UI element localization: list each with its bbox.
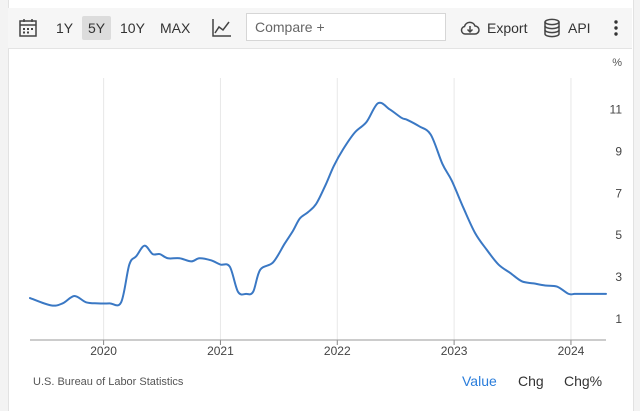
range-10y-button[interactable]: 10Y: [120, 20, 145, 36]
x-tick-label: 2022: [324, 344, 351, 358]
x-tick-label: 2021: [207, 344, 234, 358]
database-icon[interactable]: [540, 16, 564, 40]
x-tick-label: 2023: [441, 344, 468, 358]
y-tick-label: 3: [615, 270, 622, 284]
x-tick-label: 2024: [558, 344, 585, 358]
tab-chg-percent[interactable]: Chg%: [564, 373, 603, 389]
cloud-download-icon[interactable]: [458, 16, 482, 40]
chart-grid: [103, 78, 572, 340]
calendar-icon[interactable]: [16, 16, 40, 40]
chart-panel: [8, 0, 634, 411]
y-axis-unit-label: %: [612, 57, 622, 69]
more-options-icon[interactable]: [604, 16, 628, 40]
range-5y-button[interactable]: 5Y: [82, 16, 112, 40]
series-line[interactable]: [29, 101, 607, 307]
range-max-button[interactable]: MAX: [160, 20, 191, 36]
y-tick-label: 7: [615, 186, 622, 200]
y-tick-label: 1: [615, 312, 622, 326]
compare-input[interactable]: [246, 13, 446, 41]
export-button[interactable]: Export: [487, 20, 528, 36]
line-chart-icon[interactable]: [210, 16, 234, 40]
tab-value[interactable]: Value: [462, 373, 497, 389]
range-1y-button[interactable]: 1Y: [56, 20, 74, 36]
y-tick-label: 11: [610, 102, 623, 116]
tab-chg[interactable]: Chg: [518, 373, 544, 389]
chart-toolbar: 1Y 5Y 10Y MAX Export API: [8, 8, 632, 49]
chart-axes: 2020 2021 2022 2023 2024 1 3 5 7 9 11: [30, 102, 622, 358]
y-tick-label: 9: [615, 144, 622, 158]
y-tick-label: 5: [615, 228, 622, 242]
data-source-label: U.S. Bureau of Labor Statistics: [33, 376, 184, 388]
x-tick-label: 2020: [90, 344, 117, 358]
chart-series: [29, 101, 607, 307]
api-button[interactable]: API: [568, 20, 591, 36]
